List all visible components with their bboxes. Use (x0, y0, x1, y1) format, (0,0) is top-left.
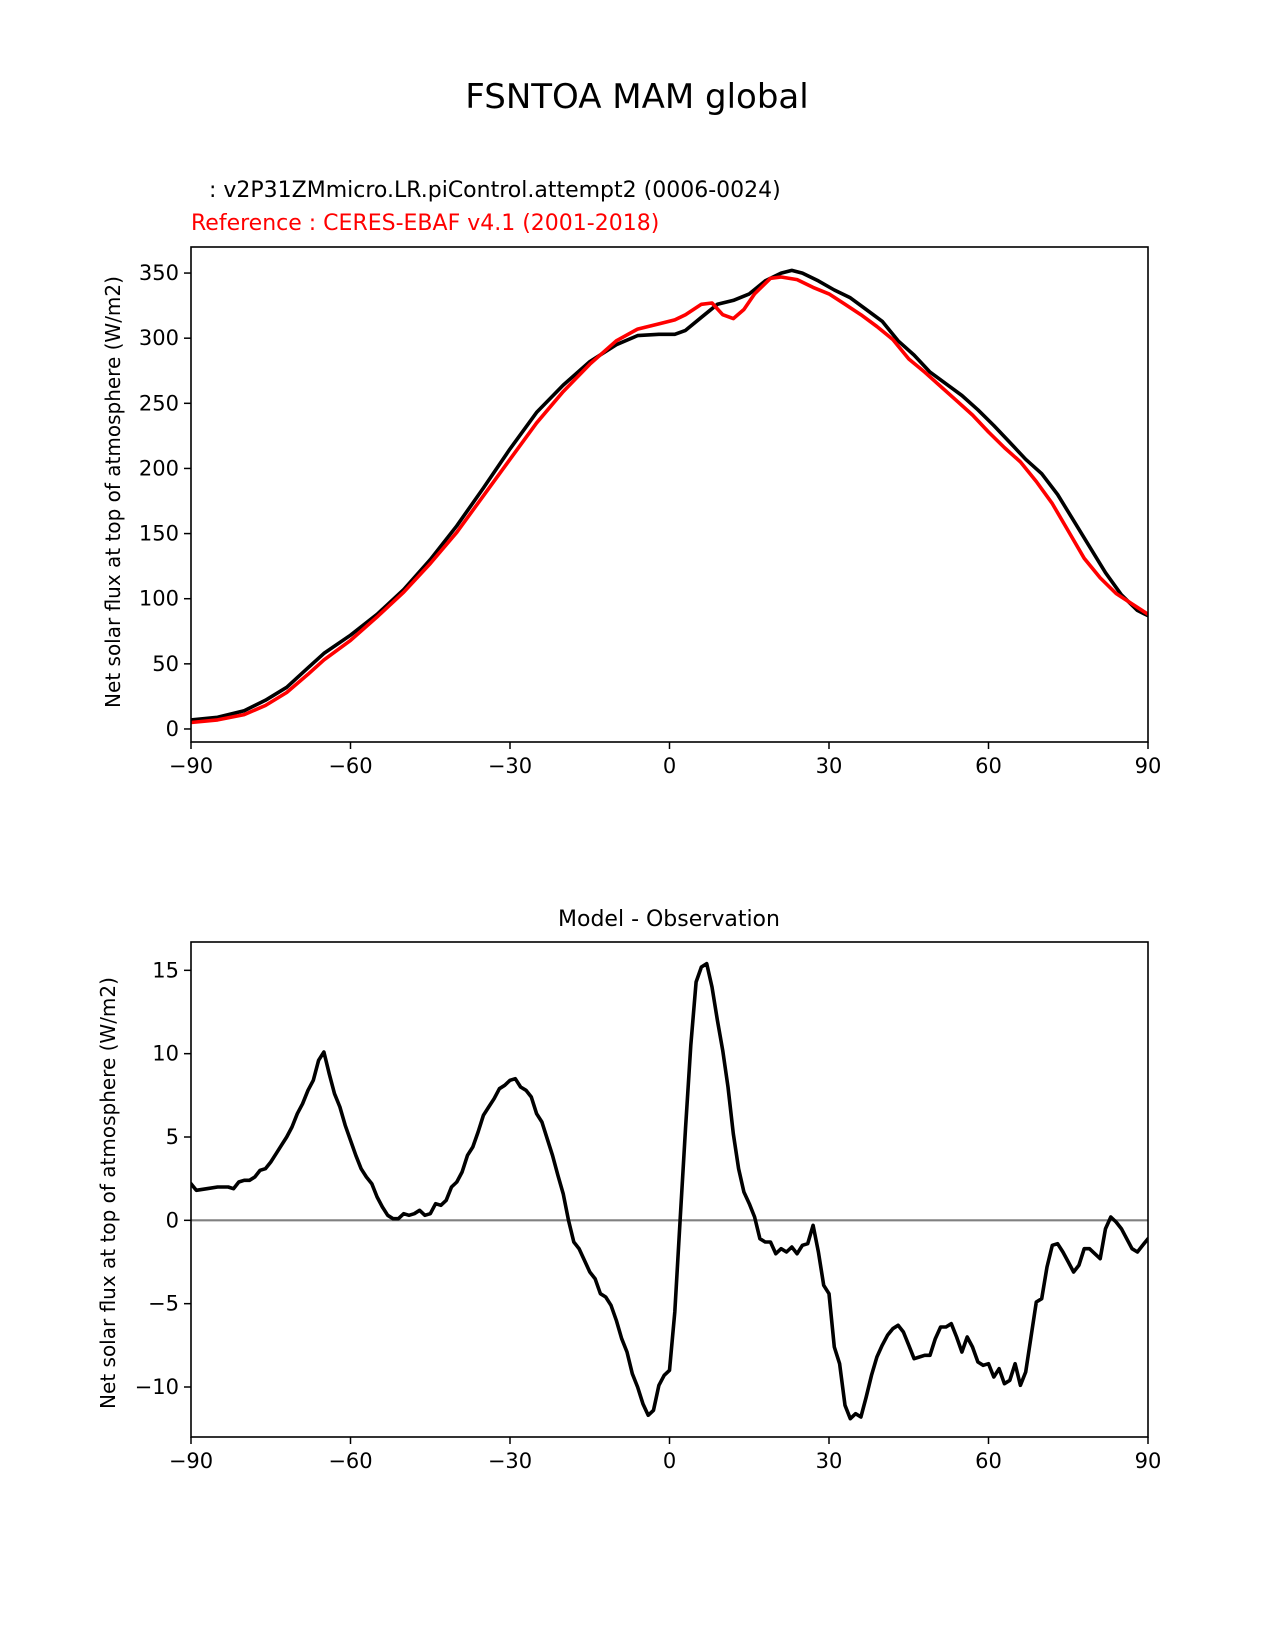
top-x-tick-label: 60 (975, 754, 1002, 778)
top-x-tick-label: 0 (663, 754, 676, 778)
bottom-x-tick-label: 0 (663, 1449, 676, 1473)
bottom-x-axis: −90 −60 −30 0 30 60 90 (169, 1437, 1162, 1473)
bottom-y-tick-label: 5 (166, 1125, 179, 1149)
top-x-tick-label: −30 (488, 754, 532, 778)
bottom-x-tick-label: 30 (816, 1449, 843, 1473)
top-x-tick-label: −90 (169, 754, 213, 778)
bottom-x-tick-label: −90 (169, 1449, 213, 1473)
top-x-tick-label: −60 (328, 754, 372, 778)
top-y-tick-label: 50 (152, 652, 179, 676)
bottom-x-tick-label: −30 (488, 1449, 532, 1473)
bottom-x-tick-label: 90 (1135, 1449, 1162, 1473)
top-y-tick-label: 200 (139, 456, 179, 480)
top-y-tick-label: 350 (139, 261, 179, 285)
bottom-series-difference-line (191, 961, 1148, 1421)
bottom-y-tick-label: −5 (148, 1292, 179, 1316)
top-y-tick-label: 0 (166, 717, 179, 741)
top-panel: : v2P31ZMmicro.LR.piControl.attempt2 (00… (101, 178, 1162, 778)
bottom-y-tick-label: −10 (135, 1375, 179, 1399)
top-series-model-line (191, 268, 1148, 722)
bottom-y-tick-label: 10 (152, 1042, 179, 1066)
bottom-panel-title: Model - Observation (558, 907, 780, 932)
top-series-reference-line (191, 275, 1148, 725)
reference-label: Reference : CERES-EBAF v4.1 (2001-2018) (191, 211, 659, 236)
top-plot-frame (190, 246, 1149, 743)
bottom-y-axis-label: Net solar flux at top of atmosphere (W/m… (96, 977, 120, 1409)
top-x-tick-label: 30 (816, 754, 843, 778)
top-x-axis: −90 −60 −30 0 30 60 90 (169, 742, 1162, 778)
bottom-y-tick-label: 15 (152, 958, 179, 982)
test-label: : v2P31ZMmicro.LR.piControl.attempt2 (00… (202, 178, 781, 203)
top-y-tick-label: 100 (139, 587, 179, 611)
top-y-axis-label: Net solar flux at top of atmosphere (W/m… (101, 276, 125, 708)
top-x-tick-label: 90 (1135, 754, 1162, 778)
top-y-tick-label: 300 (139, 326, 179, 350)
top-y-tick-label: 150 (139, 522, 179, 546)
top-y-tick-label: 250 (139, 391, 179, 415)
bottom-y-tick-label: 0 (166, 1208, 179, 1232)
figure-title: FSNTOA MAM global (465, 77, 808, 117)
bottom-plot-frame (190, 941, 1149, 1438)
bottom-series-group (191, 961, 1148, 1421)
bottom-panel: Model - Observation Net solar flux at to… (96, 907, 1161, 1473)
bottom-x-tick-label: −60 (328, 1449, 372, 1473)
top-series-group (191, 268, 1148, 725)
top-y-axis: 0 50 100 150 200 250 300 350 (139, 261, 191, 741)
bottom-y-axis: −10 −5 0 5 10 15 (135, 958, 191, 1399)
bottom-x-tick-label: 60 (975, 1449, 1002, 1473)
